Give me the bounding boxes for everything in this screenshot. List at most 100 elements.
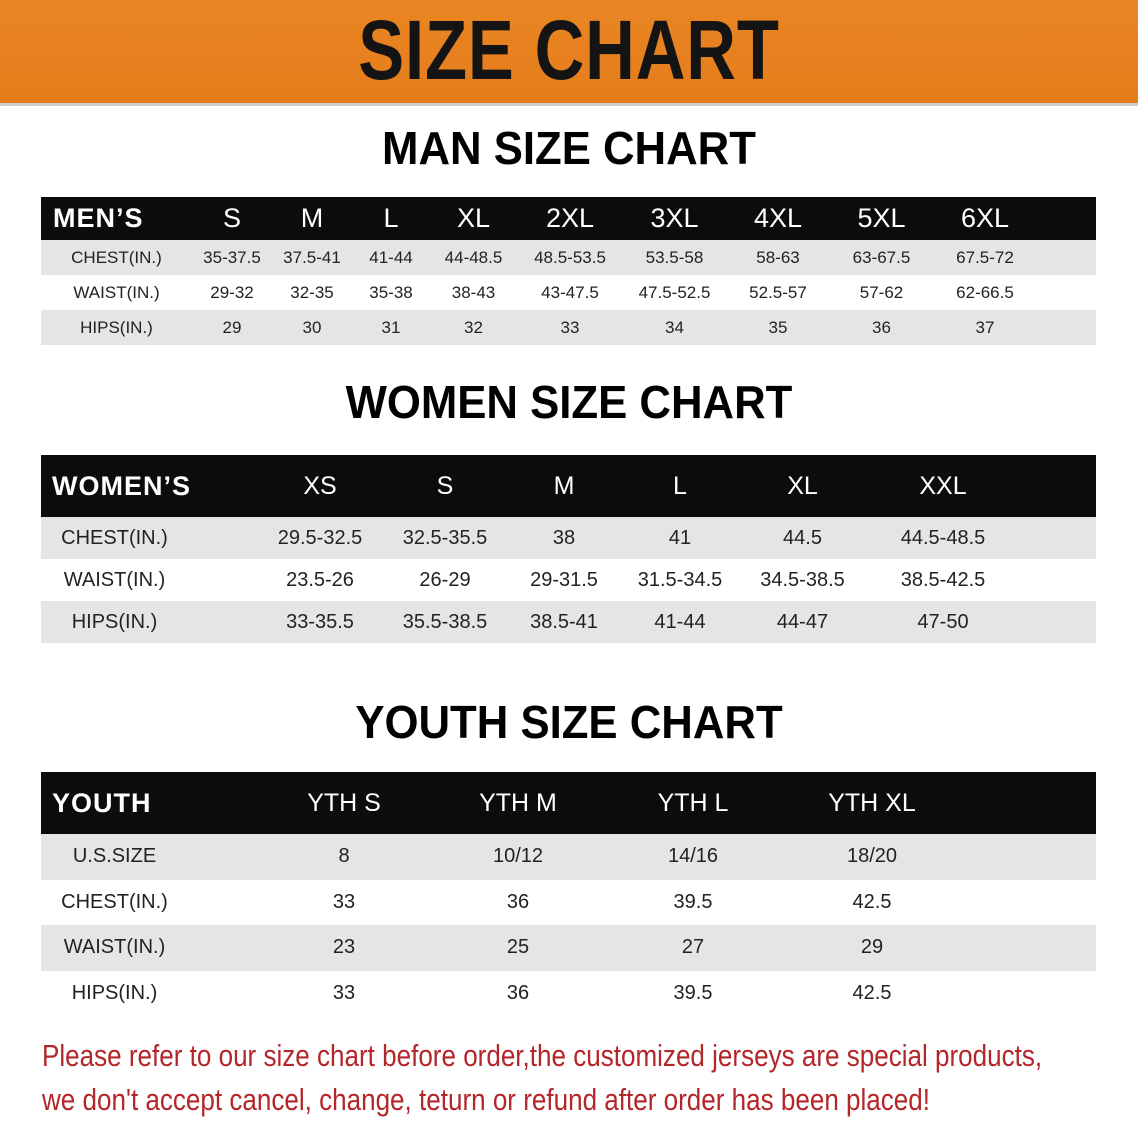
size-value: 33: [332, 890, 356, 913]
women-header-size: M: [553, 471, 575, 500]
row-label: WAIST(IN.): [73, 282, 160, 302]
size-value: 42.5: [852, 890, 892, 913]
notice-line-1: Please refer to our size chart before or…: [42, 1038, 1043, 1073]
youth-table-row: WAIST(IN.) 23 25 27 29: [41, 925, 1096, 971]
size-value: 26-29: [419, 568, 471, 591]
size-value: 44.5: [783, 526, 822, 549]
size-value: 35.5-38.5: [402, 610, 488, 633]
women-table-row: WAIST(IN.) 23.5-26 26-29 29-31.5 31.5-34.5 34…: [41, 559, 1096, 601]
size-value: 23: [332, 936, 356, 959]
women-size-table: WOMEN’S XS S M L XL XXL CHEST(IN.) 29.5-32.5 32.5…: [41, 455, 1096, 643]
size-value: 44-48.5: [444, 247, 503, 267]
size-value: 8: [338, 845, 350, 868]
women-header-size: XXL: [919, 471, 967, 500]
size-value: 29-31.5: [530, 568, 598, 591]
size-value: 32-35: [290, 282, 334, 302]
size-value: 39.5: [673, 981, 713, 1004]
size-value: 42.5: [852, 981, 892, 1004]
row-label: HIPS(IN.): [71, 610, 158, 633]
men-header-size: L: [383, 203, 399, 233]
size-value: 35: [768, 317, 788, 337]
size-value: 34.5-38.5: [760, 568, 845, 591]
size-value: 10/12: [492, 845, 544, 868]
men-header-size: M: [300, 203, 324, 233]
size-value: 29: [222, 317, 242, 337]
size-value: 62-66.5: [956, 282, 1014, 302]
youth-section-title: YOUTH SIZE CHART: [355, 696, 783, 748]
size-value: 32: [464, 317, 483, 337]
row-label: U.S.SIZE: [72, 845, 157, 868]
size-value: 41-44: [369, 247, 413, 267]
youth-header-label: YOUTH: [52, 787, 152, 818]
women-header-label: WOMEN’S: [52, 470, 191, 501]
size-value: 33: [332, 981, 356, 1004]
men-header-size: 6XL: [960, 203, 1010, 233]
size-value: 57-62: [859, 282, 904, 302]
men-table-row: WAIST(IN.) 29-32 32-35 35-38 38-43 43-47.5 47.…: [41, 275, 1096, 310]
size-value: 43-47.5: [541, 282, 599, 302]
men-header-size: S: [222, 203, 241, 233]
size-value: 41-44: [654, 610, 706, 633]
row-label: CHEST(IN.): [61, 890, 168, 913]
size-value: 53.5-58: [645, 247, 704, 267]
size-value: 35-38: [369, 282, 413, 302]
men-section-title: MAN SIZE CHART: [382, 122, 756, 174]
men-header-size: 3XL: [650, 203, 699, 233]
men-table-row: HIPS(IN.) 29 30 31 32 33 34 35 36 37: [41, 310, 1096, 345]
women-header-size: XL: [787, 471, 818, 500]
size-value: 47.5-52.5: [638, 282, 711, 302]
women-header-size: L: [673, 471, 687, 500]
size-value: 36: [506, 981, 530, 1004]
size-value: 38-43: [451, 282, 496, 302]
size-value: 36: [506, 890, 530, 913]
size-value: 48.5-53.5: [534, 247, 606, 267]
banner-title: SIZE CHART: [358, 3, 780, 97]
women-header-size: S: [436, 471, 454, 500]
youth-header-size: YTH M: [479, 788, 557, 817]
row-label: HIPS(IN.): [80, 317, 153, 337]
size-value: 14/16: [667, 845, 719, 868]
women-header-size: XS: [303, 471, 337, 500]
size-value: 32.5-35.5: [402, 526, 488, 549]
size-value: 23.5-26: [286, 568, 354, 591]
women-table-row: HIPS(IN.) 33-35.5 35.5-38.5 38.5-41 41-44 44-…: [41, 601, 1096, 643]
size-value: 18/20: [846, 845, 898, 868]
men-size-table: MEN’S S M L XL 2XL 3XL 4XL 5XL 6XL CHEST(IN.) 35-37…: [41, 197, 1096, 345]
size-value: 37: [975, 317, 995, 337]
youth-table-row: CHEST(IN.) 33 36 39.5 42.5: [41, 879, 1096, 925]
youth-header-row: YOUTH YTH S YTH M YTH L YTH XL: [41, 772, 1096, 834]
size-value: 35-37.5: [203, 247, 261, 267]
row-label: WAIST(IN.): [63, 568, 166, 591]
size-value: 34: [665, 317, 684, 337]
women-header-row: WOMEN’S XS S M L XL XXL: [41, 455, 1096, 517]
row-label: HIPS(IN.): [71, 981, 158, 1004]
size-value: 27: [681, 936, 705, 959]
size-value: 30: [302, 317, 322, 337]
men-header-size: 4XL: [753, 203, 803, 233]
size-value: 41: [668, 526, 692, 549]
size-value: 25: [506, 936, 530, 959]
women-table-row: CHEST(IN.) 29.5-32.5 32.5-35.5 38 41 44.5 44.5…: [41, 517, 1096, 559]
size-value: 63-67.5: [852, 247, 911, 267]
youth-table-row: U.S.SIZE 8 10/12 14/16 18/20: [41, 834, 1096, 880]
men-table-row: CHEST(IN.) 35-37.5 37.5-41 41-44 44-48.5 48.5…: [41, 240, 1096, 275]
notice-line-2: we don't accept cancel, change, teturn o…: [42, 1082, 931, 1117]
size-value: 58-63: [756, 247, 800, 267]
size-value: 31.5-34.5: [637, 568, 723, 591]
youth-size-table: YOUTH YTH S YTH M YTH L YTH XL U.S.SIZE 8 10/12…: [41, 772, 1096, 1016]
size-value: 52.5-57: [749, 282, 807, 302]
youth-header-size: YTH S: [307, 788, 381, 817]
size-value: 31: [381, 317, 401, 337]
women-section-title: WOMEN SIZE CHART: [345, 376, 793, 428]
size-value: 38: [552, 526, 576, 549]
size-value: 44-47: [776, 610, 829, 633]
men-header-size: XL: [456, 203, 491, 233]
men-header-size: 5XL: [857, 203, 906, 233]
row-label: WAIST(IN.): [63, 936, 166, 959]
size-value: 33-35.5: [286, 610, 354, 633]
size-value: 38.5-42.5: [900, 568, 986, 591]
men-header-row: MEN’S S M L XL 2XL 3XL 4XL 5XL 6XL: [41, 197, 1096, 240]
size-value: 38.5-41: [530, 610, 598, 633]
size-value: 29: [860, 936, 884, 959]
size-value: 39.5: [673, 890, 713, 913]
